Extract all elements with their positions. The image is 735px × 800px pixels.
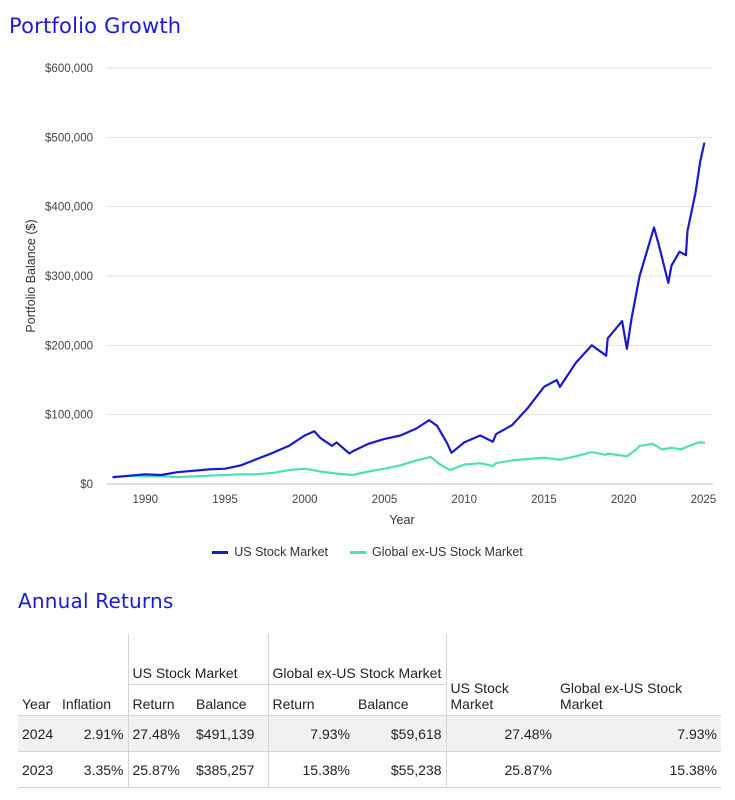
header-global-balance: Balance [358, 696, 409, 712]
header-us-balance: Balance [196, 696, 247, 712]
annual-returns-table: Year Inflation US Stock Market Global ex… [18, 634, 721, 788]
chart-legend: US Stock Market Global ex-US Stock Marke… [0, 545, 735, 559]
y-tick-label: $600,000 [45, 63, 93, 75]
portfolio-growth-title: Portfolio Growth [9, 14, 182, 38]
cell-global-return: 15.38% [267, 751, 354, 788]
cell-global-return: 7.93% [267, 715, 354, 752]
cell-year: 2024 [18, 715, 58, 752]
us-stock-market-line [112, 142, 706, 479]
header-inflation: Inflation [62, 696, 112, 712]
legend-swatch-us [212, 550, 229, 554]
header-global-return: Return [267, 684, 354, 716]
table-header-row-1: Year Inflation US Stock Market Global ex… [18, 634, 721, 716]
annual-returns-title: Annual Returns [18, 589, 174, 613]
table-row: 2024 2.91% 27.48% $491,139 7.93% $59,618… [18, 715, 721, 752]
cell-us-market: 25.87% [445, 751, 556, 788]
legend-item-us[interactable]: US Stock Market [212, 545, 328, 559]
x-tick-label: 2015 [531, 494, 557, 506]
x-tick-label: 2025 [691, 494, 717, 506]
header-group-global: Global ex-US Stock Market [267, 634, 446, 685]
cell-us-market: 27.48% [445, 715, 556, 752]
y-tick-label: $500,000 [45, 132, 93, 144]
cell-us-balance: $491,139 [192, 715, 268, 752]
cell-global-balance: $59,618 [354, 715, 446, 752]
x-tick-label: 2010 [451, 494, 477, 506]
x-tick-label: 2005 [372, 494, 398, 506]
cell-us-return: 27.48% [127, 715, 192, 752]
x-tick-label: 1990 [132, 494, 158, 506]
table-header-row-2: Return Balance Return Balance [18, 684, 721, 716]
header-us-return: Return [127, 684, 192, 716]
y-tick-label: $400,000 [45, 202, 93, 214]
y-tick-label: $200,000 [45, 340, 93, 352]
header-us-market: US Stock Market [445, 634, 556, 716]
y-tick-label: $100,000 [45, 410, 93, 422]
y-axis-label: Portfolio Balance ($) [24, 219, 38, 332]
y-tick-label: $0 [80, 479, 93, 491]
cell-inflation: 2.91% [58, 715, 128, 752]
cell-global-balance: $55,238 [354, 751, 446, 788]
cell-us-balance: $385,257 [192, 751, 268, 788]
table-row: 2023 3.35% 25.87% $385,257 15.38% $55,23… [18, 751, 721, 788]
header-year: Year [22, 696, 51, 712]
cell-global-market: 7.93% [556, 715, 721, 752]
portfolio-growth-chart: $0 $100,000 $200,000 $300,000 $400,000 $500,0… [24, 63, 717, 527]
legend-label-global: Global ex-US Stock Market [372, 545, 523, 559]
y-tick-label: $300,000 [45, 271, 93, 283]
cell-global-market: 15.38% [556, 751, 721, 788]
x-tick-label: 2020 [611, 494, 637, 506]
cell-year: 2023 [18, 751, 58, 788]
x-tick-label: 1995 [212, 494, 238, 506]
header-group-us: US Stock Market [127, 634, 268, 685]
legend-label-us: US Stock Market [234, 545, 329, 559]
legend-item-global[interactable]: Global ex-US Stock Market [350, 545, 523, 559]
header-global-market: Global ex-US Stock Market [560, 680, 683, 712]
global-ex-us-line [112, 441, 706, 479]
x-axis-label: Year [389, 513, 414, 527]
cell-inflation: 3.35% [58, 751, 128, 788]
cell-us-return: 25.87% [127, 751, 192, 788]
x-tick-label: 2000 [292, 494, 318, 506]
legend-swatch-global [350, 550, 367, 554]
